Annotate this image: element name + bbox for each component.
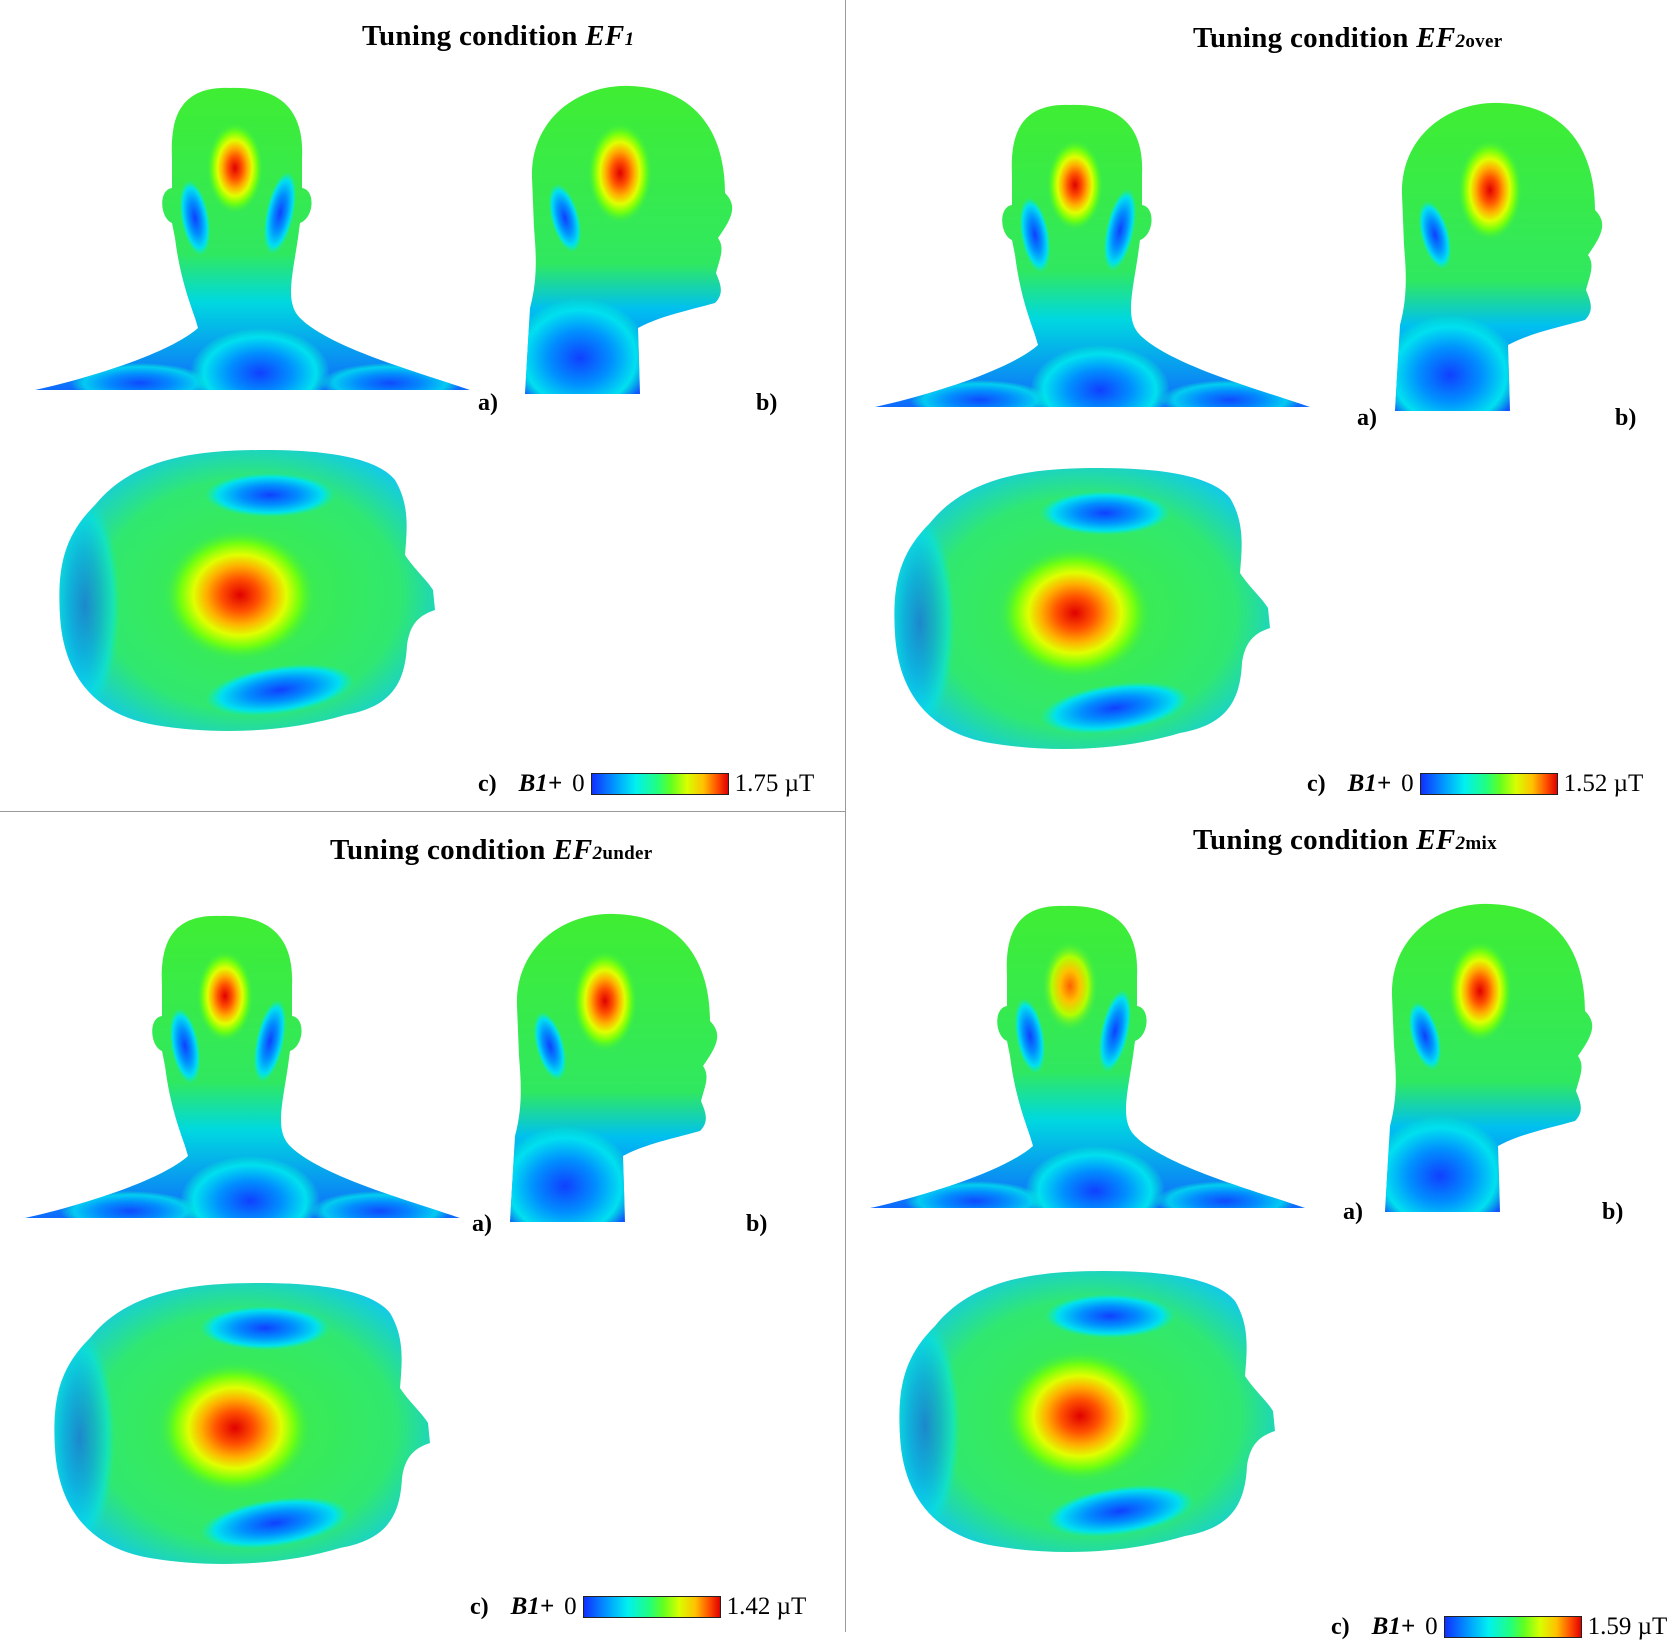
colorbar-max-label: 1.52 µT: [1563, 770, 1644, 797]
subfigure-label-c: c): [470, 1593, 489, 1620]
colorbar-legend: c) B1+ 0 1.52 µT: [1307, 770, 1643, 798]
colorbar-min-label: 0: [564, 1593, 577, 1620]
sagittal-b1-map-side-view: [1395, 102, 1603, 412]
subfigure-label-a: a): [472, 1211, 492, 1237]
colorbar-max-label: 1.42 µT: [726, 1593, 807, 1620]
sagittal-b1-map-side-view: [525, 85, 733, 395]
panel-title-text: Tuning condition: [362, 20, 578, 52]
colorbar-min-label: 0: [1401, 770, 1414, 797]
subfigure-label-c: c): [478, 770, 497, 797]
colorbar-min-label: 0: [572, 770, 585, 797]
colorbar-gradient: [590, 773, 729, 795]
coronal-b1-map-front-view: [875, 104, 1310, 407]
ef-subscript-number: 2: [1455, 31, 1466, 52]
subfigure-label-b: b): [1602, 1199, 1624, 1225]
subfigure-label-a: a): [478, 390, 498, 416]
subfigure-label-a: a): [1357, 405, 1377, 431]
colorbar-legend: c) B1+ 0 1.75 µT: [478, 770, 814, 798]
vertical-divider: [845, 0, 846, 1632]
colorbar-quantity-label: B1+: [518, 770, 563, 797]
colorbar-gradient: [1419, 773, 1558, 795]
ef-subscript-number: 2: [592, 843, 603, 864]
colorbar-legend: c) B1+ 0 1.59 µT: [1331, 1613, 1667, 1641]
axial-b1-map-top-view: [59, 450, 435, 731]
coronal-b1-map-front-view: [35, 87, 470, 390]
subfigure-label-b: b): [756, 390, 778, 416]
colorbar-quantity-label: B1+: [1347, 770, 1392, 797]
axial-b1-map-top-view: [894, 468, 1270, 749]
colorbar-gradient: [1443, 1616, 1582, 1638]
colorbar-gradient: [582, 1596, 721, 1618]
colorbar-legend: c) B1+ 0 1.42 µT: [470, 1593, 806, 1621]
tuning-condition-panel: Tuning condition EF2over a) b) c) B1+ 0 1.52 µ…: [845, 0, 1680, 816]
subfigure-label-a: a): [1343, 1199, 1363, 1225]
panel-title: Tuning condition EF2over: [1193, 22, 1502, 55]
colorbar-quantity-label: B1+: [1371, 1613, 1416, 1640]
horizontal-divider: [0, 811, 845, 812]
tuning-condition-panel: Tuning condition EF2mix a) b) c) B1+ 0 1.59 µT: [845, 816, 1680, 1640]
colorbar-max-label: 1.59 µT: [1587, 1613, 1668, 1640]
ef-symbol: EF: [553, 834, 593, 866]
ef-subscript-number: 1: [624, 29, 635, 50]
sagittal-b1-map-side-view: [510, 913, 718, 1223]
panel-title-text: Tuning condition: [1193, 824, 1409, 856]
ef-symbol: EF: [1416, 824, 1456, 856]
ef-subscript-suffix: under: [602, 843, 653, 864]
panel-title-text: Tuning condition: [1193, 22, 1409, 54]
ef-symbol: EF: [1416, 22, 1456, 54]
colorbar-quantity-label: B1+: [510, 1593, 555, 1620]
panel-title: Tuning condition EF1: [362, 20, 634, 53]
coronal-b1-map-front-view: [870, 905, 1305, 1208]
subfigure-label-b: b): [746, 1211, 768, 1237]
axial-b1-map-top-view: [54, 1283, 430, 1564]
sagittal-b1-map-side-view: [1385, 903, 1593, 1213]
colorbar-max-label: 1.75 µT: [734, 770, 815, 797]
ef-subscript-suffix: over: [1465, 31, 1503, 52]
tuning-condition-panel: Tuning condition EF1 a) b) c) B1+ 0 1.75 µT: [0, 0, 840, 816]
coronal-b1-map-front-view: [25, 915, 460, 1218]
ef-subscript-suffix: mix: [1465, 833, 1497, 854]
subfigure-label-c: c): [1307, 770, 1326, 797]
ef-subscript-number: 2: [1455, 833, 1466, 854]
subfigure-label-b: b): [1615, 405, 1637, 431]
panel-title: Tuning condition EF2mix: [1193, 824, 1497, 857]
panel-title: Tuning condition EF2under: [330, 834, 652, 867]
panel-title-text: Tuning condition: [330, 834, 546, 866]
subfigure-label-c: c): [1331, 1613, 1350, 1640]
tuning-condition-panel: Tuning condition EF2under a) b) c) B1+ 0 1.42 …: [0, 816, 840, 1632]
colorbar-min-label: 0: [1425, 1613, 1438, 1640]
axial-b1-map-top-view: [899, 1271, 1275, 1552]
ef-symbol: EF: [585, 20, 625, 52]
